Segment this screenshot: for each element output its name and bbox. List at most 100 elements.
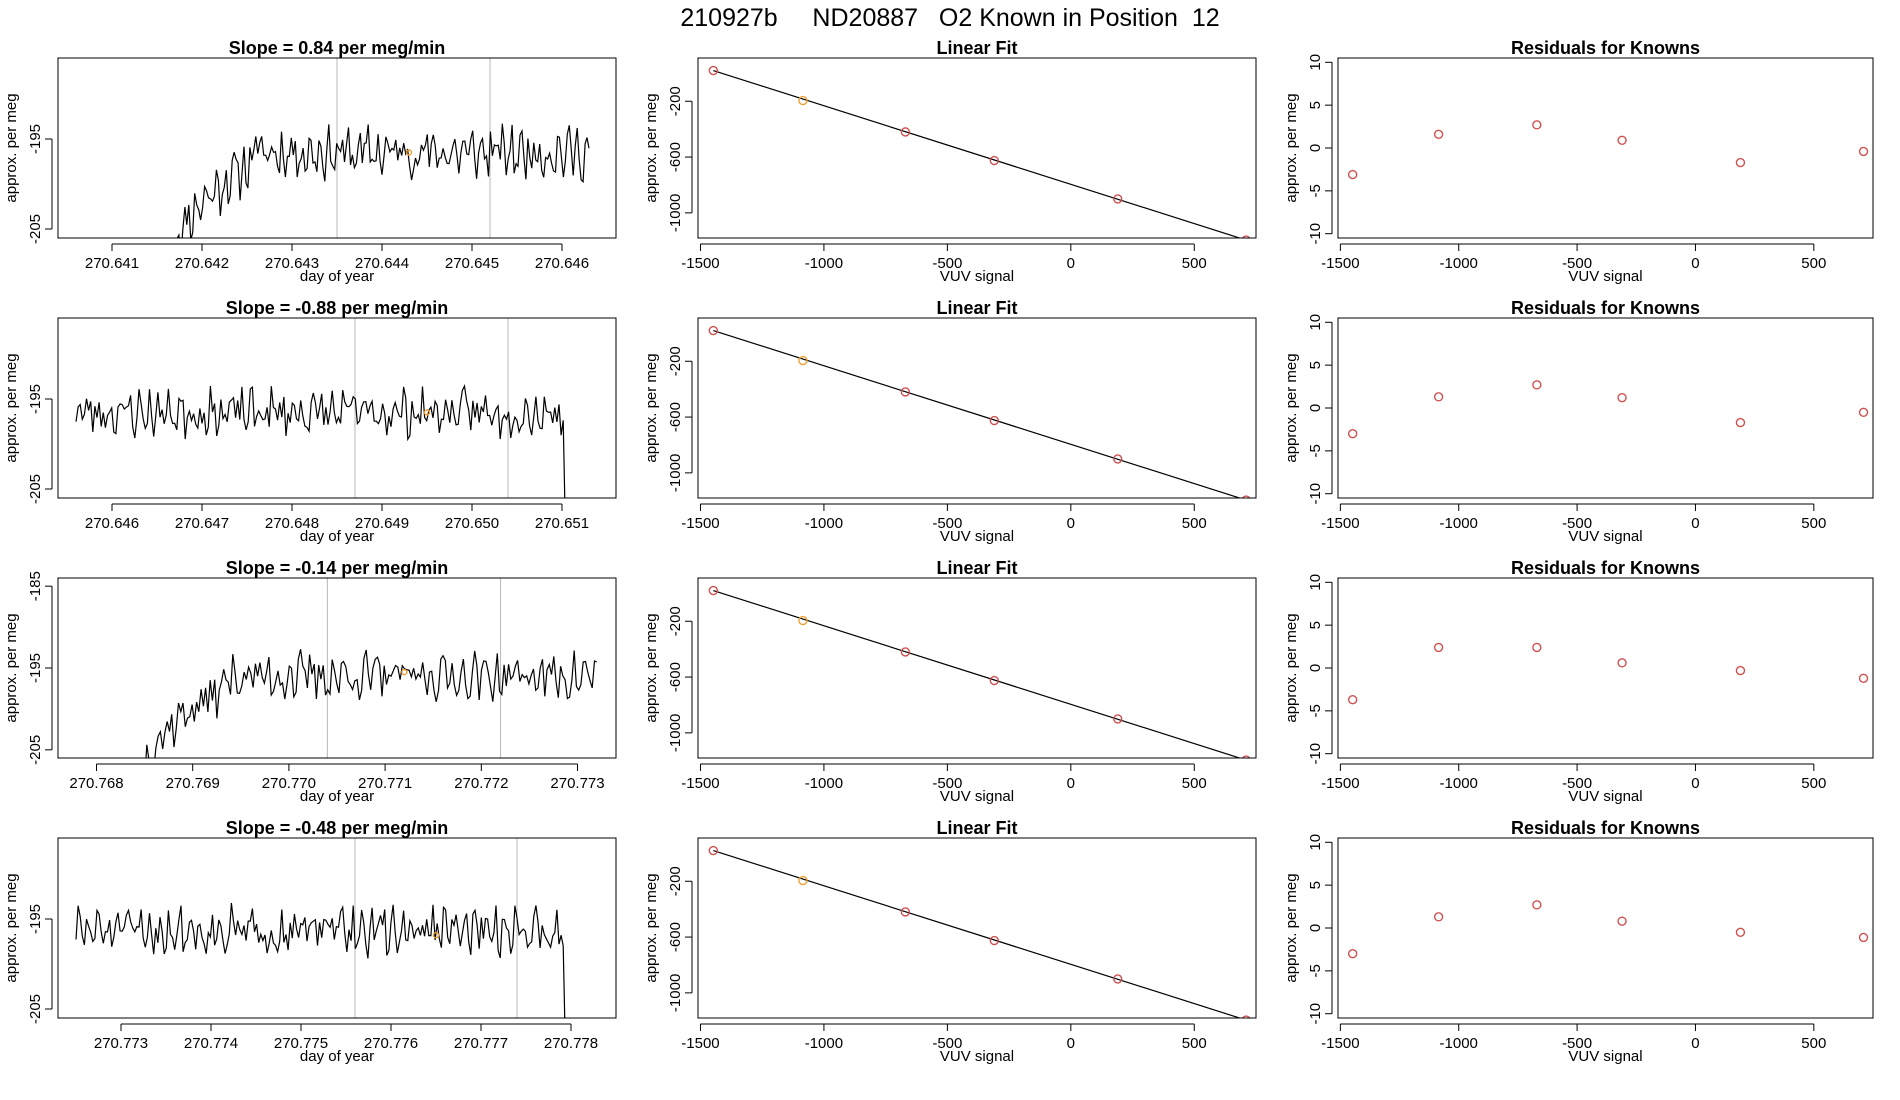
plot-area: [1347, 900, 1869, 959]
y-tick-label: -1000: [667, 454, 684, 492]
x-tick-label: 500: [1182, 1035, 1207, 1052]
x-tick-label: -1000: [805, 1035, 843, 1052]
plot-area: [1347, 642, 1869, 705]
data-point: [900, 907, 911, 917]
y-tick-label: -205: [27, 474, 44, 504]
x-tick-label: 270.641: [85, 255, 139, 272]
x-tick-label: -1000: [1440, 1035, 1478, 1052]
x-axis-label: VUV signal: [1568, 528, 1642, 545]
chart-panel-residuals-row-1: Residuals for Knowns -1500 -1000 -500 0 500 VU…: [1283, 38, 1874, 285]
y-tick-label: -195: [27, 904, 44, 934]
y-tick-label: 10: [1307, 314, 1324, 331]
plot-area: [145, 578, 598, 758]
plot-frame: [57, 837, 617, 1019]
y-tick-label: -5: [1307, 704, 1324, 717]
x-axis-label: VUV signal: [940, 788, 1014, 805]
x-tick-label: -1000: [805, 515, 843, 532]
x-tick-label: -500: [932, 775, 962, 792]
x-axis-label: day of year: [300, 268, 374, 285]
y-tick-label: -200: [667, 866, 684, 896]
y-tick-label: -600: [667, 142, 684, 172]
data-point: [798, 95, 808, 106]
plot-frame: [1337, 577, 1874, 759]
data-point: [708, 585, 719, 596]
x-tick-label: 0: [1067, 515, 1075, 532]
data-point: [989, 415, 999, 426]
x-tick-label: -1500: [681, 255, 719, 272]
y-axis-label: approx. per meg: [1283, 353, 1300, 462]
x-tick-label: 270.651: [535, 515, 589, 532]
data-point: [1532, 120, 1542, 130]
y-tick-label: 0: [1307, 404, 1324, 412]
data-point: [1433, 129, 1444, 139]
chart-title: Slope = -0.48 per meg/min: [226, 818, 449, 838]
data-point: [1617, 135, 1627, 145]
x-tick-label: 0: [1067, 1035, 1075, 1052]
chart-panel-linear-fit-row-2: Linear Fit -1500 -1000 -500 0 500 VUV signal -2…: [643, 298, 1257, 545]
x-tick-label: 270.778: [544, 1035, 598, 1052]
data-point: [1735, 417, 1746, 428]
data-point: [1532, 380, 1542, 390]
y-axis-label: approx. per meg: [3, 353, 20, 462]
fit-line: [713, 589, 1242, 758]
x-tick-label: 500: [1801, 255, 1826, 272]
x-axis-label: day of year: [300, 528, 374, 545]
data-point: [1858, 932, 1869, 943]
plot-area: [708, 65, 1251, 238]
y-tick-label: -205: [27, 214, 44, 244]
x-tick-label: -1500: [681, 515, 719, 532]
x-tick-label: -1000: [805, 255, 843, 272]
y-tick-label: -600: [667, 402, 684, 432]
y-axis-label: approx. per meg: [643, 613, 660, 722]
data-point: [900, 127, 911, 137]
x-tick-label: -500: [932, 515, 962, 532]
y-tick-label: -10: [1307, 223, 1324, 245]
x-tick-label: 0: [1067, 255, 1075, 272]
plot-area: [708, 845, 1251, 1018]
chart-title: Slope = -0.14 per meg/min: [226, 558, 449, 578]
data-point: [1735, 665, 1746, 676]
x-tick-label: 270.644: [355, 255, 409, 272]
fit-line: [713, 849, 1242, 1018]
y-tick-label: 0: [1307, 664, 1324, 672]
data-point: [1113, 454, 1123, 464]
chart-title: Residuals for Knowns: [1511, 558, 1700, 578]
y-tick-label: -195: [27, 124, 44, 154]
x-axis-label: day of year: [300, 1048, 374, 1065]
data-point: [1858, 146, 1869, 157]
y-tick-label: -10: [1307, 1003, 1324, 1025]
x-tick-label: 270.648: [265, 515, 319, 532]
chart-title: Slope = -0.88 per meg/min: [226, 298, 449, 318]
x-tick-label: 0: [1691, 255, 1699, 272]
y-tick-label: -200: [667, 86, 684, 116]
x-tick-label: 270.773: [94, 1035, 148, 1052]
plot-area: [75, 318, 566, 498]
x-tick-label: 500: [1801, 515, 1826, 532]
data-point: [1347, 169, 1358, 180]
x-tick-label: 0: [1691, 775, 1699, 792]
x-tick-label: 500: [1801, 1035, 1826, 1052]
plot-frame: [697, 57, 1257, 239]
plot-area: [708, 585, 1251, 758]
marker-point: [405, 149, 413, 156]
y-tick-label: -1000: [667, 714, 684, 752]
x-tick-label: 270.777: [454, 1035, 508, 1052]
chart-panel-time-series-row-3: Slope = -0.14 per meg/min 270.768 270.769 2…: [3, 558, 617, 805]
plot-area: [75, 838, 566, 1018]
data-point: [798, 355, 808, 366]
chart-panel-residuals-row-4: Residuals for Knowns -1500 -1000 -500 0 500 VU…: [1283, 818, 1874, 1065]
data-point: [1532, 900, 1542, 910]
data-point: [1113, 974, 1123, 984]
data-point: [708, 65, 719, 76]
y-tick-label: 5: [1307, 101, 1324, 109]
y-axis-label: approx. per meg: [1283, 873, 1300, 982]
y-tick-label: -200: [667, 346, 684, 376]
plot-area: [708, 325, 1251, 498]
x-tick-label: -1000: [1440, 515, 1478, 532]
x-tick-label: -500: [932, 255, 962, 272]
data-point: [1241, 495, 1251, 498]
x-axis-label: VUV signal: [1568, 1048, 1642, 1065]
y-tick-label: -200: [667, 606, 684, 636]
data-point: [1433, 912, 1444, 922]
y-axis-label: approx. per meg: [643, 873, 660, 982]
